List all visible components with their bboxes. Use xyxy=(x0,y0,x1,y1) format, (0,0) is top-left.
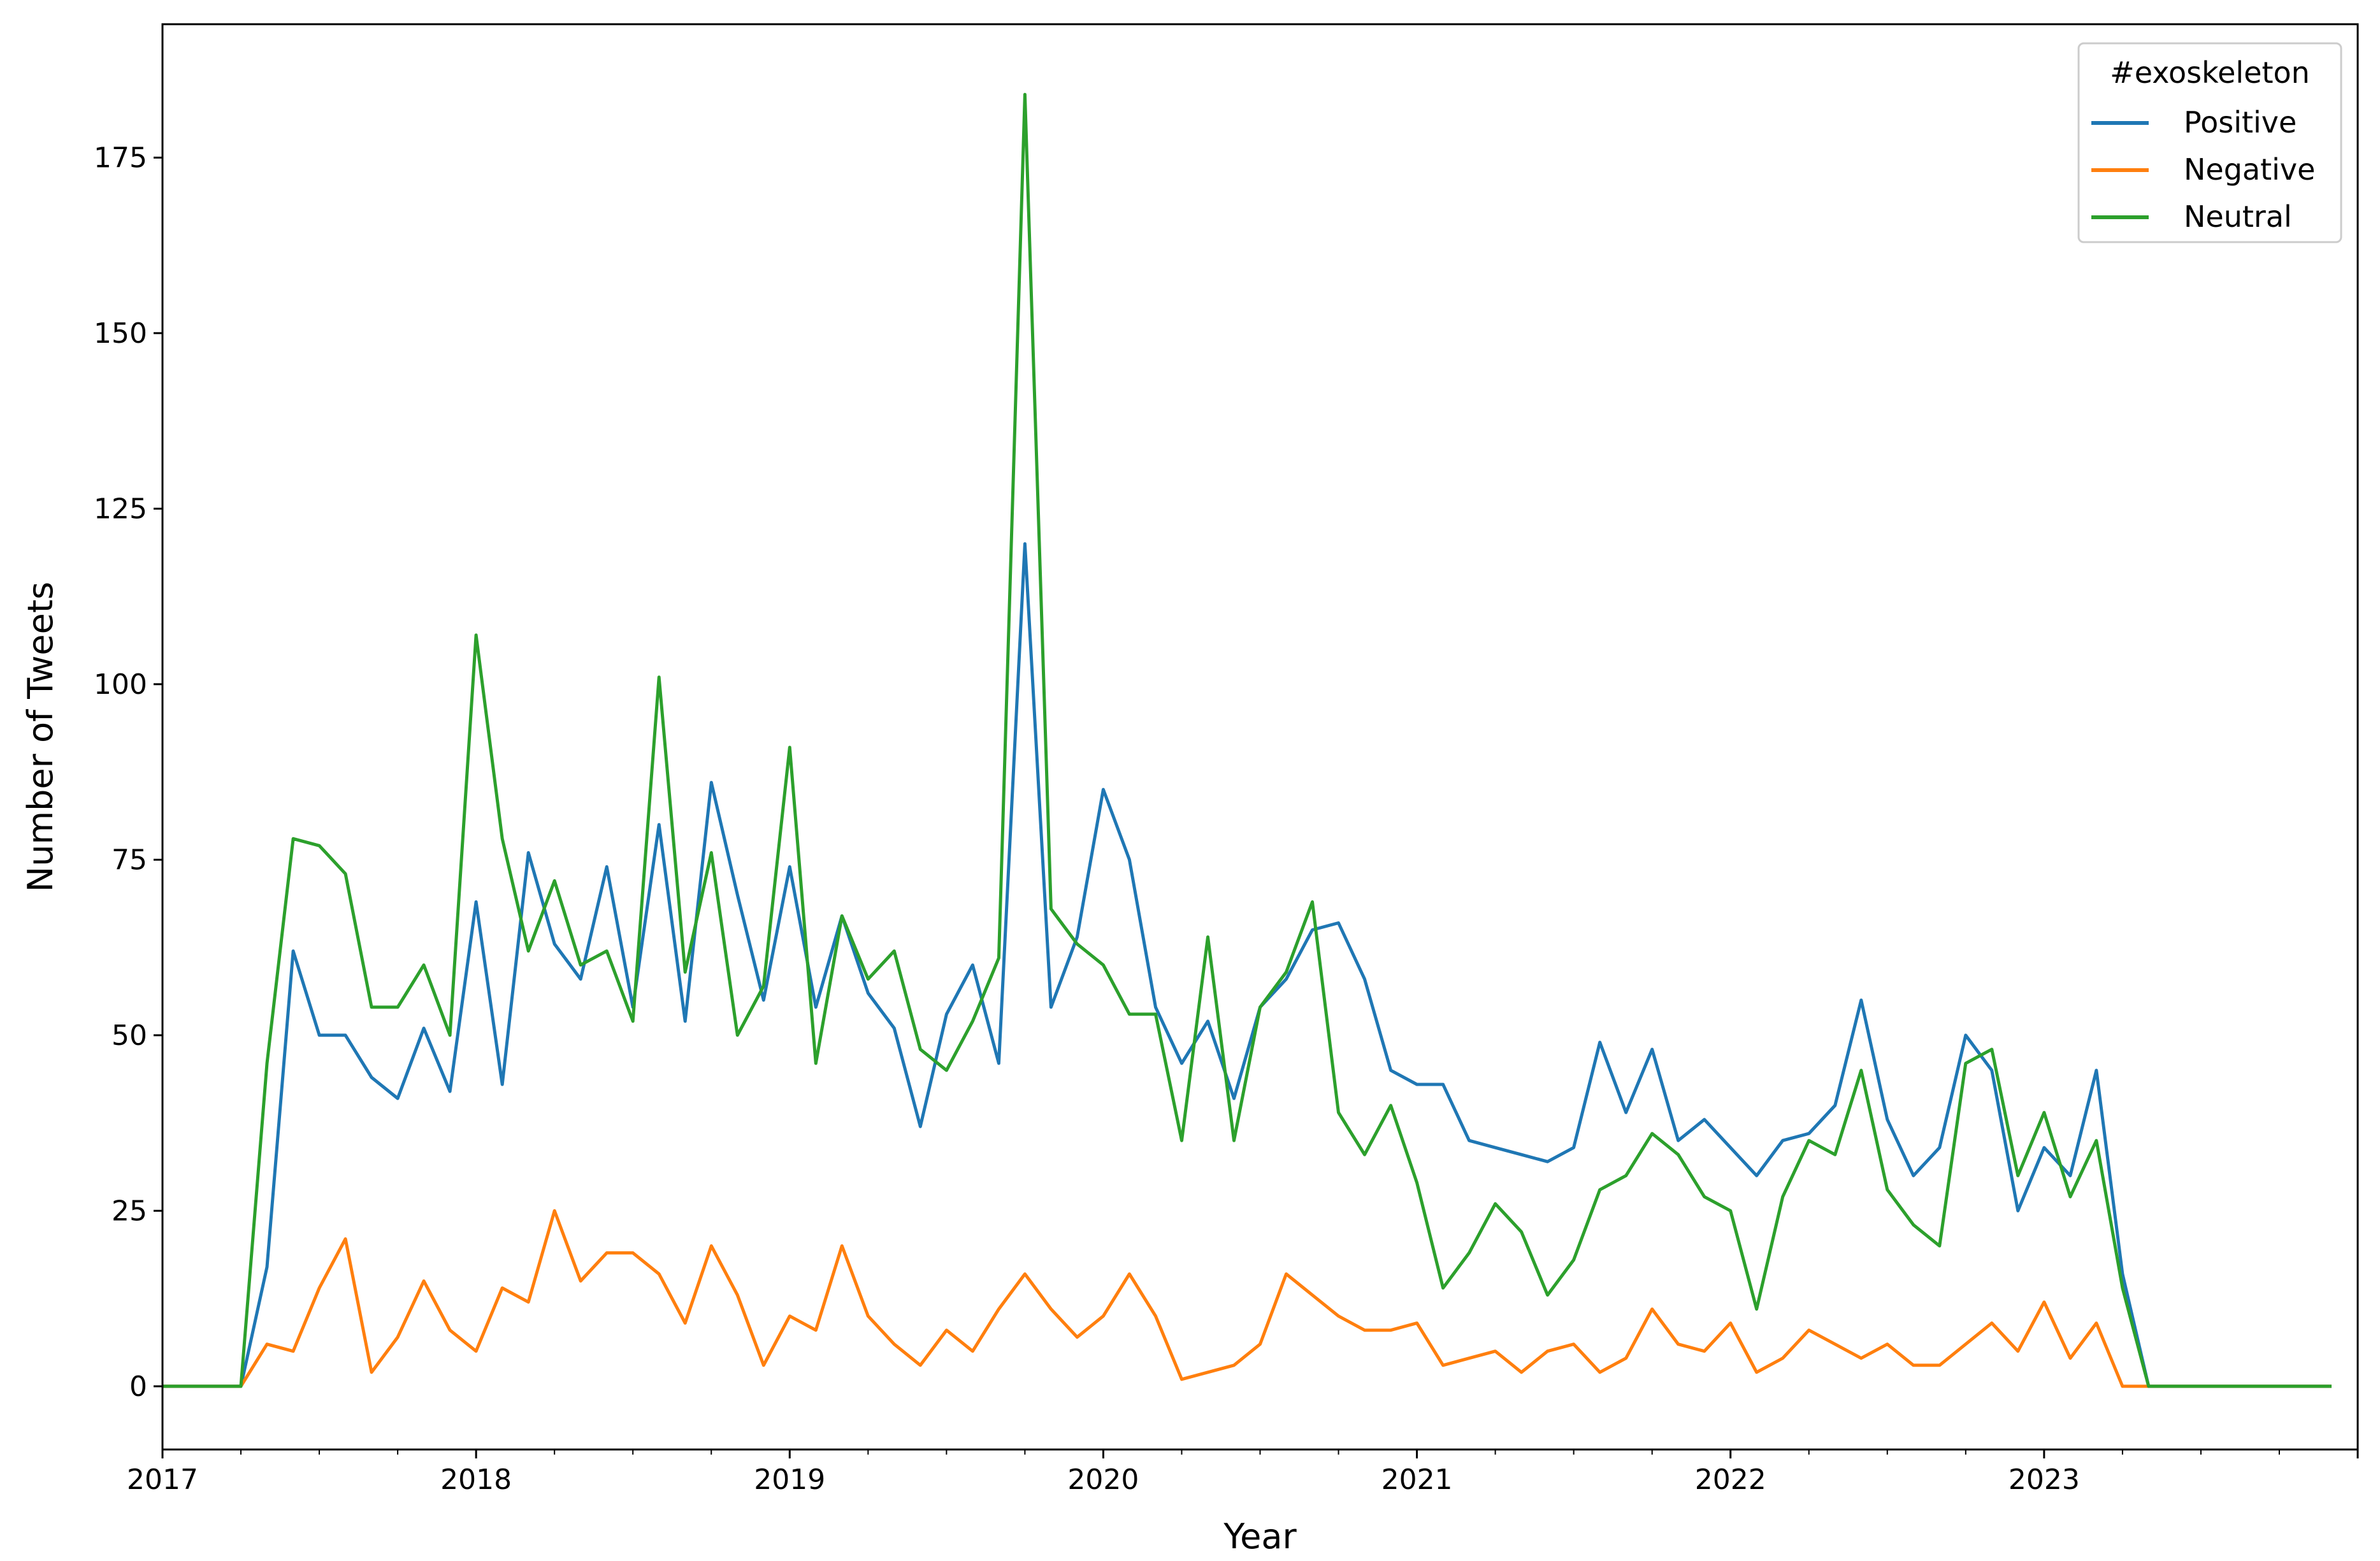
legend-title: #exoskeleton xyxy=(2110,55,2310,90)
y-tick-label: 25 xyxy=(112,1195,147,1227)
y-axis: 0 25 50 75 100 125 150 175 xyxy=(94,141,162,1403)
legend-label-positive: Positive xyxy=(2184,105,2297,140)
series-line-neutral xyxy=(162,92,2332,1388)
series-line-positive xyxy=(162,542,2332,1388)
x-tick-label: 2018 xyxy=(440,1464,512,1496)
y-tick-label: 125 xyxy=(94,493,147,525)
y-tick-label: 175 xyxy=(94,141,147,174)
legend: #exoskeleton Positive Negative Neutral xyxy=(2077,42,2342,243)
x-tick-label: 2022 xyxy=(1695,1464,1766,1496)
y-tick-label: 50 xyxy=(112,1019,147,1052)
y-tick-label: 100 xyxy=(94,668,147,701)
legend-items: Positive Negative Neutral xyxy=(2091,105,2315,234)
y-tick-label: 0 xyxy=(129,1370,147,1403)
y-axis-label: Number of Tweets xyxy=(20,582,61,892)
x-tick-label: 2020 xyxy=(1067,1464,1139,1496)
legend-label-neutral: Neutral xyxy=(2184,199,2292,234)
y-tick-label: 150 xyxy=(94,317,147,350)
series-line-negative xyxy=(162,1209,2332,1388)
x-tick-label: 2019 xyxy=(754,1464,825,1496)
x-tick-label: 2021 xyxy=(1381,1464,1453,1496)
y-tick-label: 75 xyxy=(112,844,147,876)
x-axis-label: Year xyxy=(1223,1516,1297,1557)
x-tick-label: 2023 xyxy=(2009,1464,2080,1496)
series-layer xyxy=(162,92,2332,1388)
legend-label-negative: Negative xyxy=(2184,152,2315,187)
legend-box xyxy=(2077,42,2342,243)
x-tick-label: 2017 xyxy=(127,1464,198,1496)
x-axis: 2017 2018 2019 2020 2021 2022 2023 xyxy=(127,1450,2359,1496)
